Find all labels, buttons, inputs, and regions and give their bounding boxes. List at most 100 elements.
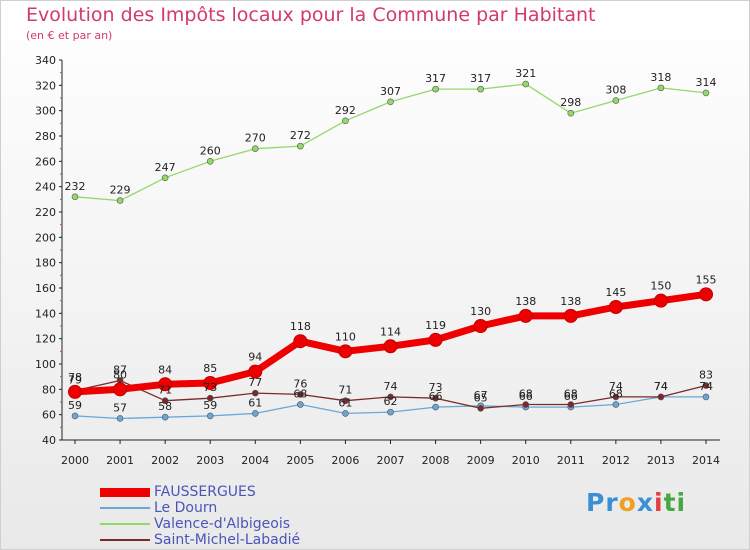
data-point	[383, 339, 398, 354]
logo-part: Pr	[586, 488, 619, 517]
data-point	[342, 117, 349, 125]
legend-swatch	[100, 487, 150, 497]
data-point	[297, 391, 304, 398]
data-label: 270	[245, 132, 266, 145]
chart-plot: 40 60 80 100 120 140 160 180 200 220 240 260 280 300 3…	[35, 54, 720, 467]
data-point	[477, 85, 484, 93]
data-point	[612, 97, 620, 104]
y-axis: 40 60 80 100 120 140 160 180 200 220 240 260 280 300 3…	[35, 54, 63, 447]
x-tick-label: 2005	[286, 454, 314, 467]
data-label: 66	[519, 390, 533, 403]
data-label: 66	[564, 390, 578, 403]
y-tick-label: 200	[35, 231, 56, 244]
legend-item: Le Dourn	[100, 500, 360, 516]
legend: FAUSSERGUES Le Dourn Valence-d'Albigeois Sa…	[100, 484, 360, 548]
data-label: 84	[158, 363, 172, 376]
data-label: 150	[650, 280, 671, 293]
data-label: 80	[113, 368, 127, 381]
data-point	[522, 401, 530, 408]
data-point	[251, 145, 259, 152]
data-point	[68, 384, 82, 399]
data-point	[657, 84, 665, 92]
y-tick-label: 60	[42, 409, 56, 422]
logo-part: ti	[663, 488, 687, 517]
data-label: 74	[384, 380, 398, 393]
data-label: 79	[68, 374, 82, 387]
legend-swatch	[100, 507, 150, 509]
data-label: 74	[654, 380, 668, 393]
data-point	[71, 412, 79, 420]
data-label: 59	[68, 399, 82, 412]
data-label: 145	[605, 286, 626, 299]
data-label: 94	[248, 351, 262, 364]
data-label: 57	[113, 401, 127, 414]
data-point	[522, 80, 530, 88]
data-label: 272	[290, 129, 311, 142]
y-tick-label: 220	[35, 206, 56, 219]
y-tick-label: 280	[35, 130, 56, 143]
legend-label: Le Dourn	[154, 500, 218, 516]
data-label: 110	[335, 330, 356, 343]
data-point	[567, 401, 575, 408]
data-point	[699, 287, 713, 302]
data-label: 67	[474, 389, 488, 402]
data-point	[206, 158, 214, 165]
data-label: 308	[605, 84, 626, 97]
data-point	[297, 142, 304, 150]
data-label: 155	[696, 273, 717, 286]
data-label: 71	[158, 384, 172, 397]
data-label: 71	[338, 384, 352, 397]
data-label: 77	[248, 376, 262, 389]
x-axis: 2000 2001 2002 2003 2004 2005 2006 2007 2008 2009…	[61, 439, 720, 467]
data-label: 61	[248, 396, 262, 409]
proxiti-logo[interactable]: Proxiti	[586, 488, 686, 517]
data-label: 73	[203, 381, 217, 394]
data-point	[251, 389, 259, 397]
data-label: 68	[519, 388, 533, 401]
y-tick-label: 260	[35, 155, 56, 168]
data-point	[161, 413, 169, 421]
data-label: 66	[429, 390, 443, 403]
data-label: 321	[515, 67, 536, 80]
data-label: 83	[699, 369, 713, 382]
data-label: 118	[290, 320, 311, 333]
data-label: 247	[155, 161, 176, 174]
logo-part: x	[636, 488, 654, 517]
data-label: 229	[110, 184, 131, 197]
data-label: 130	[470, 305, 491, 318]
data-label: 232	[65, 180, 86, 193]
data-label: 317	[470, 72, 491, 85]
data-point	[387, 98, 394, 106]
data-point	[432, 85, 439, 93]
data-point	[338, 344, 353, 359]
data-label: 260	[200, 144, 221, 157]
data-label: 59	[203, 399, 217, 412]
data-point	[473, 319, 488, 333]
data-label: 85	[203, 362, 217, 375]
data-point	[293, 334, 308, 349]
data-point	[702, 382, 710, 389]
data-point	[387, 393, 394, 401]
x-tick-label: 2010	[512, 454, 540, 467]
x-tick-label: 2014	[692, 454, 720, 467]
legend-item: Saint-Michel-Labadié	[100, 532, 360, 548]
legend-label: Saint-Michel-Labadié	[154, 532, 301, 548]
data-label: 314	[696, 76, 717, 89]
data-label: 62	[384, 395, 398, 408]
y-tick-label: 320	[35, 79, 56, 92]
data-label: 318	[650, 71, 671, 84]
y-tick-label: 100	[35, 358, 56, 371]
data-point	[297, 401, 304, 408]
data-label: 114	[380, 325, 401, 338]
x-tick-label: 2000	[61, 454, 89, 467]
data-point	[657, 393, 665, 401]
y-tick-label: 240	[35, 181, 56, 194]
data-point	[653, 293, 668, 308]
data-point	[432, 403, 439, 411]
data-point	[518, 308, 533, 323]
data-label: 74	[654, 380, 668, 393]
data-point	[563, 308, 578, 323]
data-label: 317	[425, 72, 446, 85]
y-tick-label: 180	[35, 257, 56, 270]
data-label: 87	[113, 363, 127, 376]
